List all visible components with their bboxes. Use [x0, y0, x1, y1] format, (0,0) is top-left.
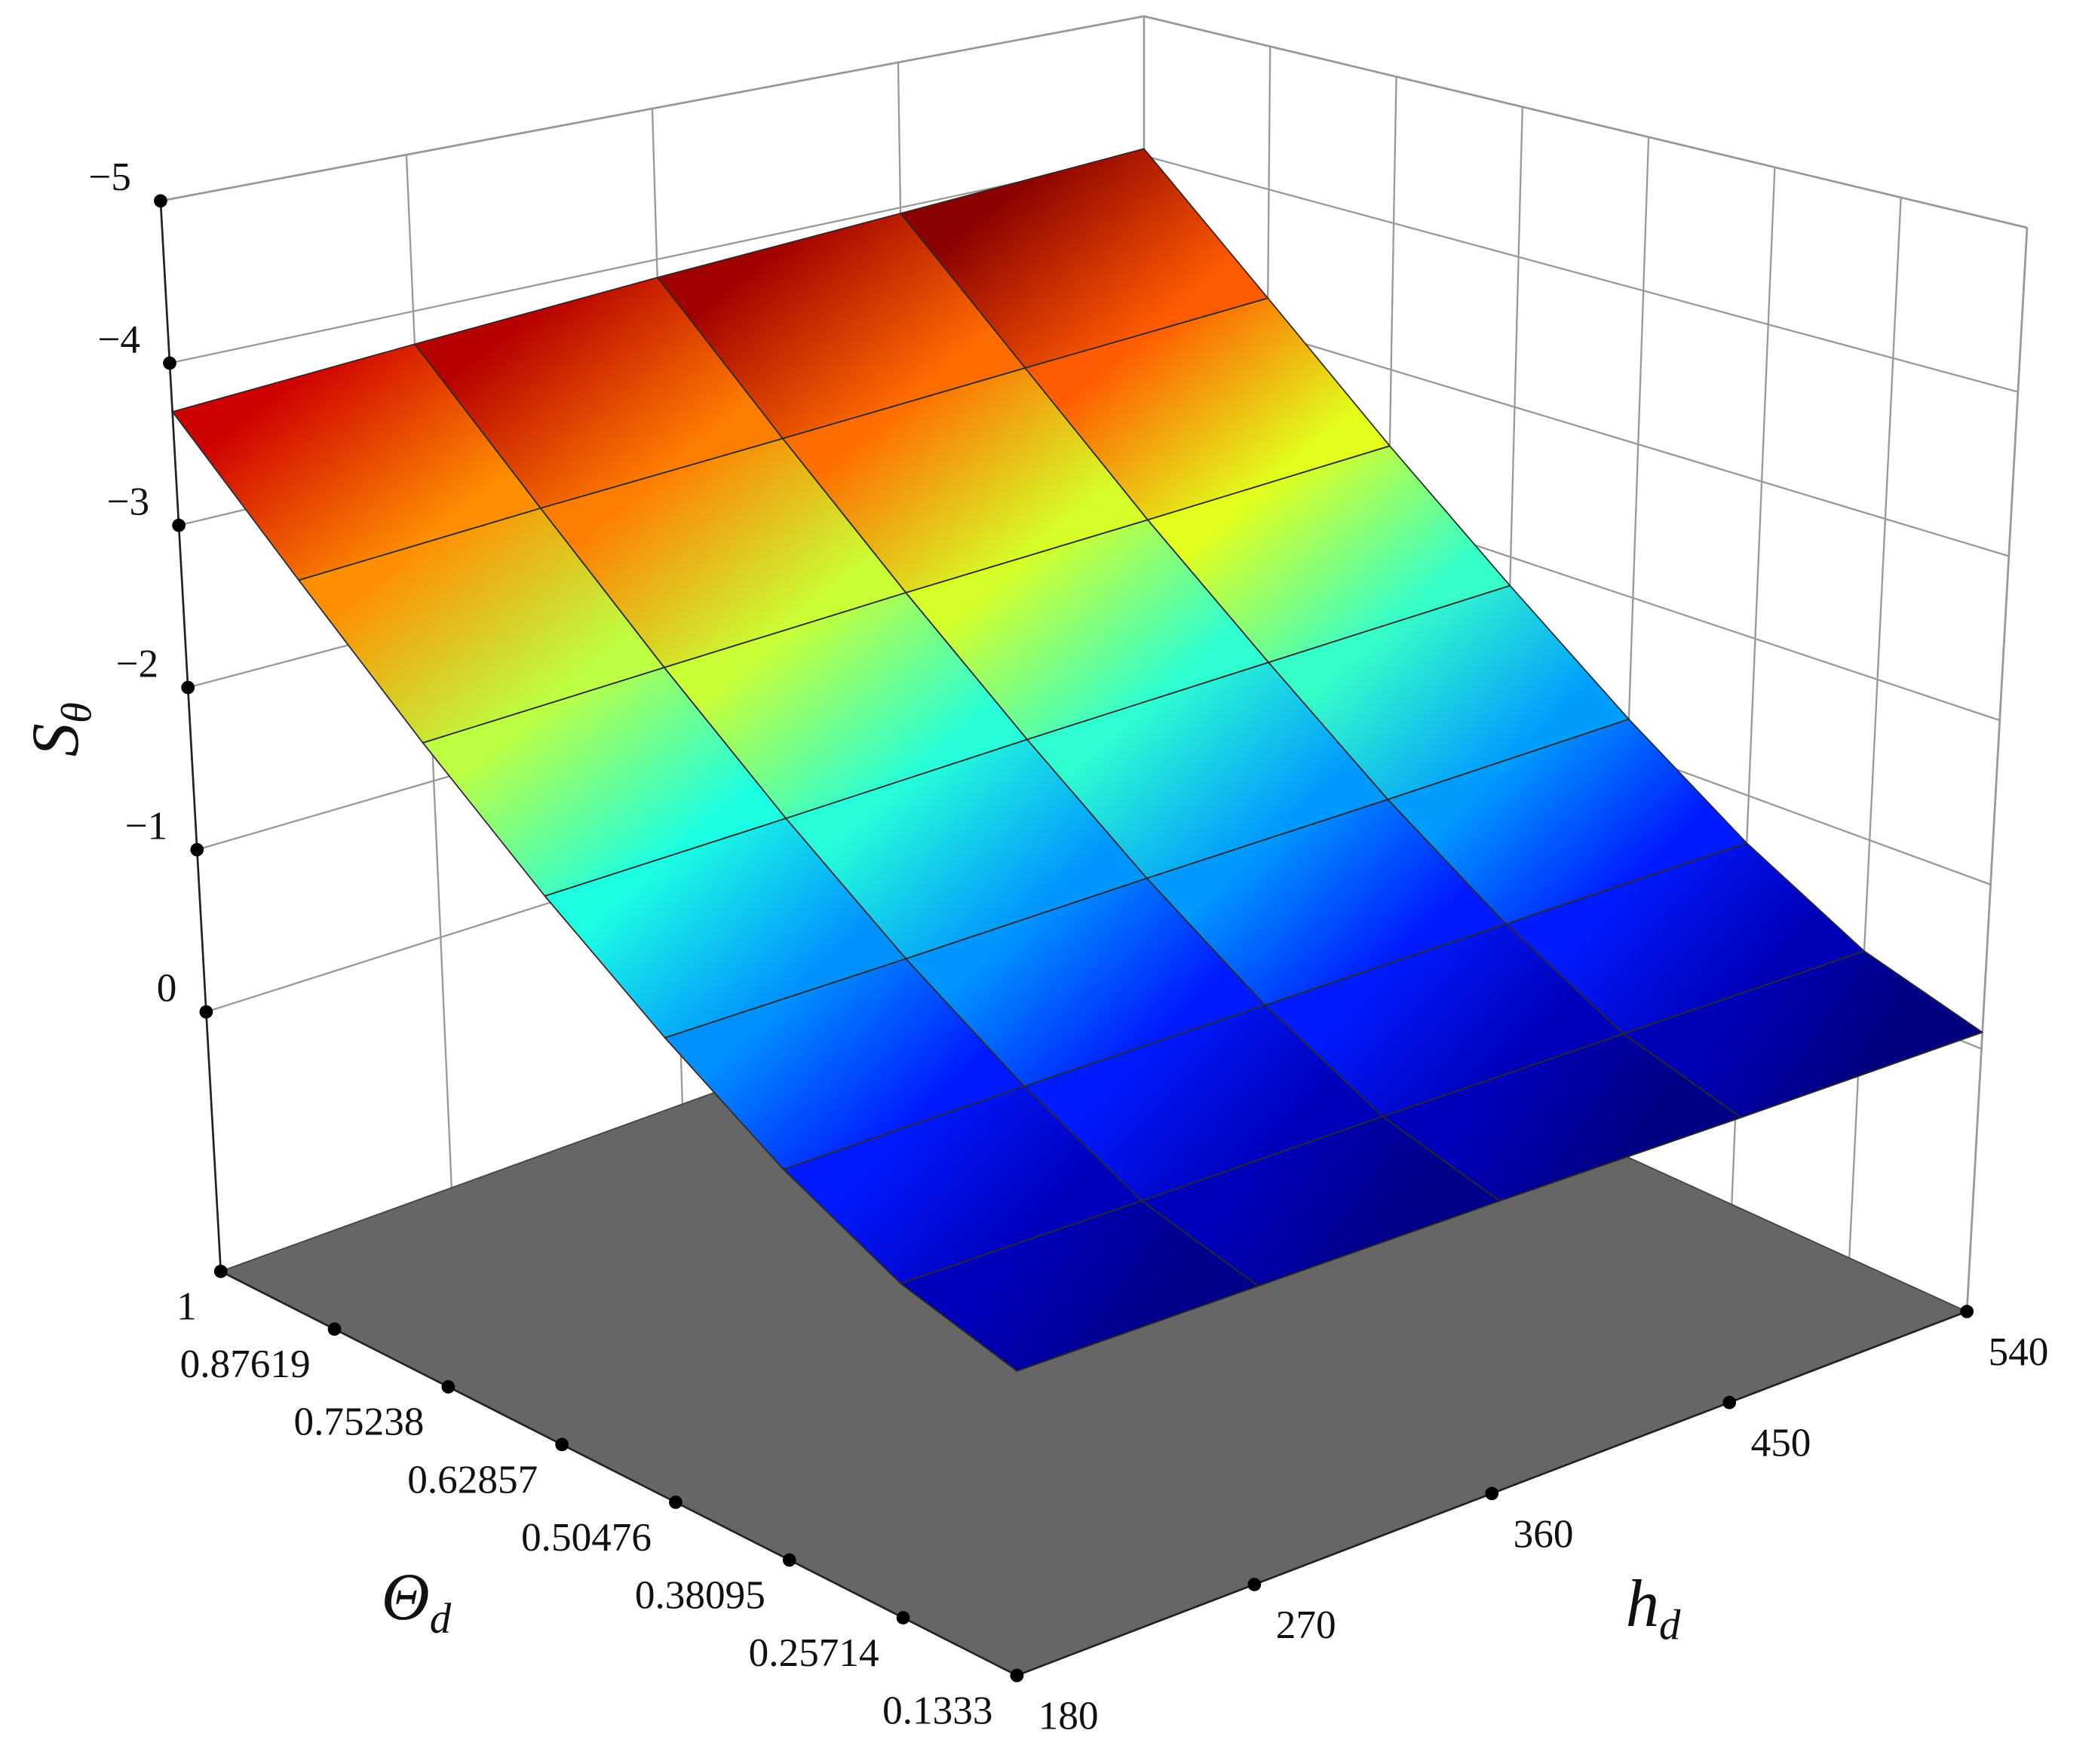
z-axis: [159, 201, 222, 1272]
grid-line: [1848, 197, 1902, 1259]
y-title-sub: d: [1659, 1602, 1681, 1649]
z-axis-title: Sθ: [19, 702, 101, 756]
x-tick-label: 0.25714: [749, 1631, 879, 1675]
x-tick-mark: [896, 1611, 910, 1624]
x-title-main: Θ: [382, 1560, 430, 1634]
z-tick-label: −3: [106, 479, 149, 523]
z-tick-mark: [172, 518, 186, 532]
y-tick-label: 270: [1276, 1603, 1336, 1647]
grid-line: [169, 155, 1145, 364]
y-tick-label: 180: [1038, 1694, 1099, 1738]
x-tick-label: 0.87619: [180, 1342, 311, 1386]
x-tick-label: 0.38095: [635, 1572, 765, 1617]
surface: [171, 148, 1983, 1372]
z-tick-label: −2: [116, 641, 159, 686]
x-tick-mark: [555, 1437, 569, 1452]
x-tick-label: 0.75238: [293, 1400, 424, 1444]
grid-line: [1965, 227, 2029, 1312]
z-tick-mark: [199, 1005, 213, 1019]
x-tick-mark: [441, 1380, 455, 1394]
y-tick-label: 360: [1514, 1511, 1574, 1556]
x-tick-label: 1: [176, 1284, 197, 1329]
x-tick-label: 0.50476: [521, 1515, 652, 1560]
y-title-main: h: [1626, 1567, 1659, 1641]
grid-line: [160, 15, 1145, 202]
grid-line: [1143, 155, 2019, 393]
z-title-sub: θ: [54, 702, 101, 723]
y-tick-label: 540: [1989, 1330, 2049, 1374]
y-tick-mark: [1247, 1578, 1262, 1591]
z-tick-mark: [154, 194, 167, 208]
x-axis: [220, 1270, 1018, 1677]
x-tick-label: 0.62857: [407, 1457, 538, 1502]
x-tick-mark: [327, 1322, 342, 1336]
x-tick-mark: [213, 1264, 228, 1278]
x-tick-label: 0.1333: [882, 1688, 992, 1732]
y-axis-title: hd: [1626, 1567, 1681, 1649]
z-tick-label: −1: [125, 803, 168, 848]
y-tick-mark: [1960, 1305, 1974, 1318]
z-tick-label: −4: [97, 317, 140, 361]
z-tick-label: −5: [88, 155, 131, 199]
z-tick-mark: [181, 680, 195, 695]
x-tick-mark: [669, 1496, 682, 1509]
surface-cell: [900, 1200, 1259, 1372]
z-tick-label: 0: [157, 966, 177, 1011]
y-tick-label: 450: [1751, 1421, 1811, 1465]
z-tick-mark: [190, 842, 204, 857]
y-tick-mark: [1010, 1668, 1024, 1683]
grid-line: [1143, 15, 2028, 229]
z-title-main: S: [19, 723, 93, 756]
z-tick-mark: [163, 356, 176, 370]
x-tick-mark: [782, 1553, 796, 1567]
x-axis-title: Θd: [382, 1560, 452, 1643]
axes: 1 0.87619 0.75238 0.62857 0.50476 0.38095 0.25…: [88, 155, 2048, 1738]
x-title-sub: d: [430, 1595, 452, 1643]
y-tick-mark: [1485, 1486, 1499, 1501]
y-tick-mark: [1722, 1395, 1737, 1410]
